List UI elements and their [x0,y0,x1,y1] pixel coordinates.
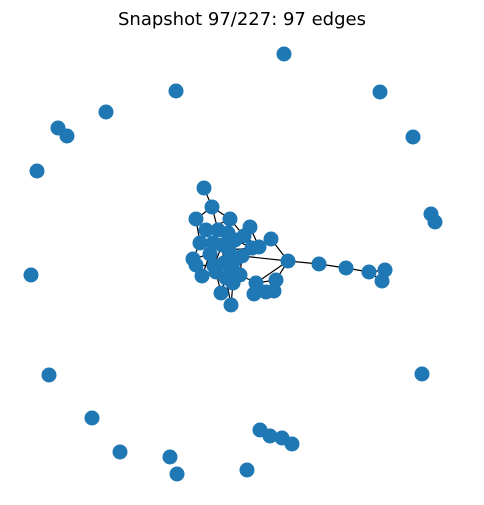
graph-node [162,449,178,465]
graph-node [196,180,212,196]
graph-node [262,428,278,444]
graph-node [29,163,45,179]
graph-title: Snapshot 97/227: 97 edges [118,9,366,30]
graph-node [222,211,238,227]
graph-node [405,129,421,145]
graph-node [59,128,75,144]
graph-node [213,285,229,301]
graph-node [225,275,241,291]
graph-node [41,367,57,383]
graph-node [188,211,204,227]
graph-node [23,267,39,283]
graph-node [276,46,292,62]
graph-node [202,246,218,262]
graph-node [169,466,185,482]
graph-node [263,231,279,247]
graph-node [361,264,377,280]
graph-node [194,268,210,284]
graph-node [246,286,262,302]
graph-nodes [23,46,443,482]
graph-edge [241,255,289,262]
graph-node [414,366,430,382]
graph-node [192,235,208,251]
graph-node [98,104,114,120]
graph-node [311,256,327,272]
graph-node [84,410,100,426]
graph-node [168,83,184,99]
graph-node [223,297,239,313]
graph-node [372,84,388,100]
graph-node [188,257,204,273]
graph-node [112,444,128,460]
graph-node [266,283,282,299]
graph-node [427,214,443,230]
graph-node [204,199,220,215]
graph-node [198,222,214,238]
graph-node [284,436,300,452]
graph-node [374,273,390,289]
graph-node [239,462,255,478]
graph-node [251,239,267,255]
graph-node [338,260,354,276]
graph-node [280,253,296,269]
